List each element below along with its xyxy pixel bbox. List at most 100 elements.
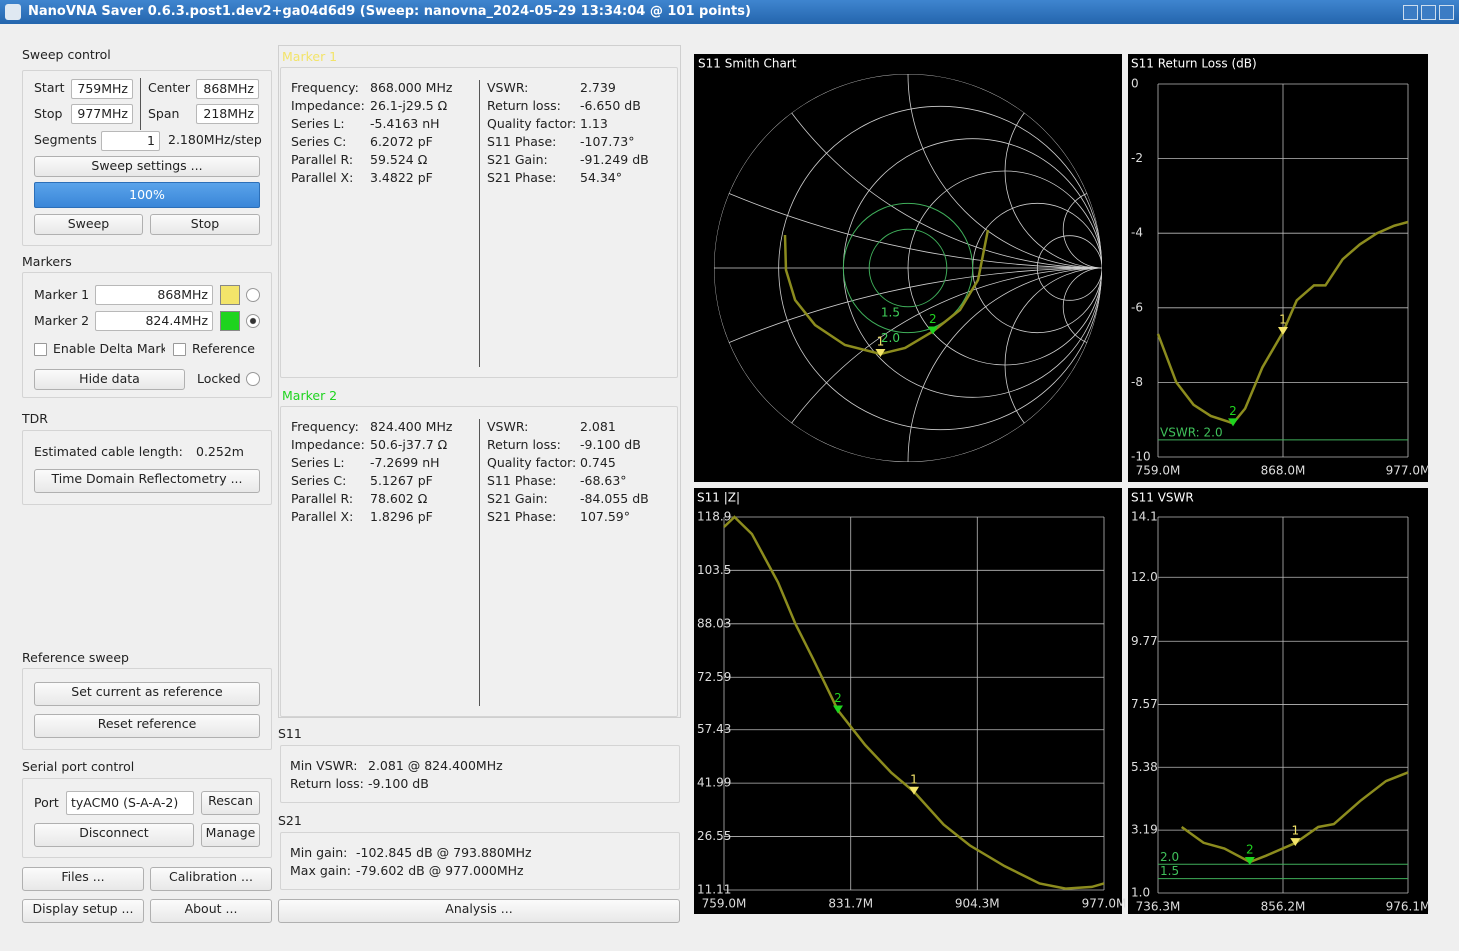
close-button[interactable] (1439, 5, 1454, 20)
y-tick-label: -4 (1131, 226, 1143, 240)
y-tick-label: 103.5 (697, 563, 731, 577)
button[interactable]: Calibration ... (150, 867, 272, 891)
field-label: S21 Gain: (487, 152, 548, 167)
checkbox-label: Reference (192, 341, 255, 356)
section-heading: Markers (22, 254, 72, 269)
summary-box (280, 745, 680, 803)
label: Span (148, 106, 180, 121)
marker-color[interactable] (220, 311, 240, 331)
checkbox[interactable] (34, 343, 47, 356)
field-value: 824.400 MHz (370, 419, 453, 434)
marker-label: 1 (910, 772, 918, 786)
vswr-circle (842, 202, 974, 334)
y-tick-label: 88.03 (697, 616, 731, 630)
field-value: -79.602 dB @ 977.000MHz (356, 863, 524, 878)
button[interactable]: Time Domain Reflectometry ... (34, 469, 260, 493)
field-value: 1.8296 pF (370, 509, 433, 524)
separator (479, 419, 480, 706)
field-label: Series C: (291, 473, 347, 488)
marker-color[interactable] (220, 285, 240, 305)
button[interactable]: About ... (150, 899, 272, 923)
field-value: 868.000 MHz (370, 80, 453, 95)
field-label: Return loss: (290, 776, 364, 791)
start-field[interactable]: 759MHz (71, 79, 133, 99)
field-label: Series L: (291, 455, 345, 470)
radio[interactable] (246, 372, 260, 386)
marker-field[interactable]: 824.4MHz (95, 311, 213, 331)
x-tick-label: 759.0M (702, 897, 747, 911)
center-field[interactable]: 868MHz (196, 79, 259, 99)
marker-field[interactable]: 868MHz (95, 285, 213, 305)
marker-label: 1 (877, 334, 885, 348)
radio[interactable] (246, 314, 260, 328)
field-value: -107.73° (580, 134, 635, 149)
trace (723, 515, 1105, 890)
x-tick-label: 856.2M (1261, 900, 1306, 914)
button[interactable]: Analysis ... (278, 899, 680, 923)
field-label: Impedance: (291, 98, 365, 113)
field-value: 2.739 (580, 80, 616, 95)
marker (1228, 418, 1238, 427)
marker-label: 2 (929, 312, 937, 326)
button[interactable]: Rescan (201, 791, 260, 815)
field-label: Series C: (291, 134, 347, 149)
port-combo[interactable]: tyACM0 (S-A-A-2) (66, 791, 194, 815)
y-tick-label: 1.0 (1131, 886, 1150, 900)
button[interactable]: Display setup ... (22, 899, 144, 923)
maximize-button[interactable] (1421, 5, 1436, 20)
field-value: 107.59° (580, 509, 630, 524)
y-tick-label: 11.11 (697, 883, 731, 897)
checkbox[interactable] (173, 343, 186, 356)
marker-label: 2 (1229, 404, 1237, 418)
button[interactable]: Sweep (34, 214, 143, 235)
label: Center (148, 80, 191, 95)
chart-title: S11 |Z| (697, 491, 740, 505)
button[interactable]: Hide data (34, 369, 185, 390)
marker-label: 1 (1279, 313, 1287, 327)
field-label: Parallel X: (291, 509, 354, 524)
x-tick-label: 976.1M (1386, 900, 1431, 914)
button[interactable]: Files ... (22, 867, 144, 891)
minimize-button[interactable] (1403, 5, 1418, 20)
span-field[interactable]: 218MHz (196, 104, 259, 124)
section-heading: TDR (22, 411, 48, 426)
button[interactable]: Manage (201, 823, 260, 847)
chart-background (1128, 488, 1428, 914)
label: 2.180MHz/step (168, 132, 262, 147)
label: Stop (34, 106, 63, 121)
button[interactable]: Set current as reference (34, 682, 260, 706)
button[interactable]: Disconnect (34, 823, 194, 847)
label: Marker 1 (34, 287, 90, 302)
checkbox-label: Enable Delta Marker (53, 341, 165, 356)
button[interactable]: Sweep settings ... (34, 156, 260, 177)
label: Segments (34, 132, 97, 147)
section-heading: S21 (278, 813, 302, 828)
radio[interactable] (246, 288, 260, 302)
field-label: Parallel R: (291, 491, 354, 506)
group-box (22, 430, 272, 505)
y-tick-label: -6 (1131, 300, 1143, 314)
x-tick-label: 868.0M (1261, 464, 1306, 478)
y-tick-label: 118.9 (697, 510, 731, 524)
field-label: S21 Gain: (487, 491, 548, 506)
marker (875, 348, 886, 357)
reference-label: 2.0 (1160, 850, 1179, 864)
button[interactable]: Reset reference (34, 714, 260, 738)
field-value: -68.63° (580, 473, 627, 488)
y-tick-label: 0 (1131, 77, 1139, 91)
field-label: Max gain: (290, 863, 352, 878)
stop-field[interactable]: 977MHz (71, 104, 133, 124)
segments-field[interactable]: 1 (101, 131, 160, 151)
x-tick-label: 831.7M (828, 897, 873, 911)
summary-box (280, 832, 680, 890)
field-label: Min VSWR: (290, 758, 358, 773)
field-value: -5.4163 nH (370, 116, 440, 131)
y-tick-label: 57.43 (697, 722, 731, 736)
field-value: 59.524 Ω (370, 152, 428, 167)
field-label: VSWR: (487, 419, 529, 434)
marker-panel (278, 45, 681, 718)
button[interactable]: Stop (150, 214, 260, 235)
section-heading: Sweep control (22, 47, 111, 62)
field-label: Quality factor: (487, 116, 577, 131)
marker-label: 2 (834, 691, 842, 705)
